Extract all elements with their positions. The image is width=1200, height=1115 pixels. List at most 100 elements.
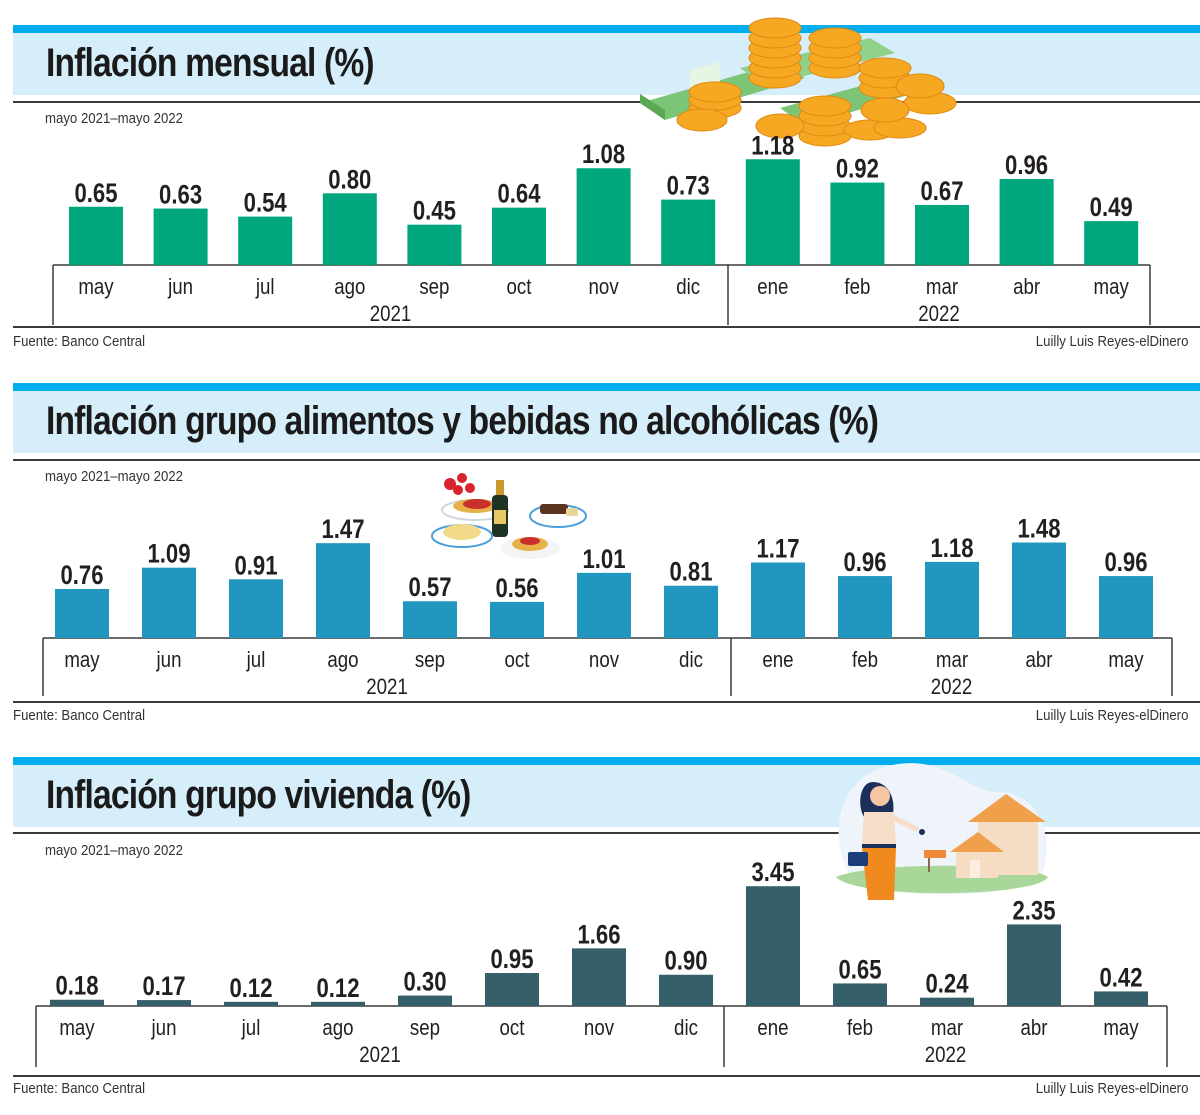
pasta-plate-icon — [441, 499, 509, 521]
chart-title: Inflación grupo vivienda (%) — [46, 773, 471, 817]
bar-dic — [659, 974, 713, 1006]
x-tick-label: jun — [167, 276, 193, 300]
x-tick-label: jul — [241, 1017, 261, 1041]
x-tick-label: oct — [500, 1017, 525, 1041]
x-tick-label: nov — [584, 1017, 615, 1041]
x-tick-label: may — [78, 276, 114, 300]
data-label: 1.18 — [930, 534, 973, 564]
bar-may — [69, 206, 123, 265]
x-tick-label: may — [1094, 276, 1130, 300]
bar-oct — [490, 601, 544, 638]
bar-jun — [137, 1000, 191, 1006]
x-tick-label: nov — [589, 649, 620, 673]
data-label: 0.57 — [408, 573, 451, 603]
data-label: 0.65 — [838, 955, 881, 985]
bar-sep — [398, 995, 452, 1006]
data-label: 0.54 — [244, 189, 287, 219]
data-label: 1.08 — [582, 140, 625, 170]
x-tick-label: abr — [1020, 1017, 1047, 1041]
chart-subtitle: mayo 2021–mayo 2022 — [45, 842, 183, 859]
bar-jul — [229, 579, 283, 638]
bar-nov — [572, 948, 626, 1006]
x-tick-label: oct — [507, 276, 532, 300]
title-rule — [13, 101, 1200, 103]
bar-abr — [1012, 542, 1066, 638]
x-tick-label: ene — [757, 276, 788, 300]
bar-chart-housing-inflation: 0.18 may 0.17 jun 0.12 jul 0.12 ago 0.30 sep 0.95 o… — [35, 858, 1168, 1068]
x-tick-label: ene — [757, 1017, 788, 1041]
bar-dic — [661, 199, 716, 265]
tomatoes-icon — [444, 473, 475, 495]
x-tick-label: dic — [676, 276, 700, 300]
x-tick-label: sep — [415, 649, 445, 673]
year-label: 2022 — [918, 303, 960, 327]
data-label: 0.42 — [1099, 963, 1142, 993]
x-tick-label: sep — [419, 276, 449, 300]
x-tick-label: may — [1103, 1017, 1139, 1041]
pasta-plate-icon — [431, 524, 493, 548]
bar-may — [1099, 576, 1153, 638]
title-rule — [13, 832, 1200, 834]
data-label: 0.63 — [159, 181, 202, 211]
year-label: 2022 — [925, 1044, 967, 1068]
data-label: 1.66 — [577, 920, 620, 950]
bar-jul — [224, 1001, 278, 1006]
x-tick-label: dic — [679, 649, 703, 673]
data-label: 0.96 — [1104, 548, 1147, 578]
bottom-rule — [13, 326, 1200, 328]
data-label: 0.49 — [1090, 193, 1133, 223]
bar-ene — [751, 562, 805, 638]
bottom-rule — [13, 1075, 1200, 1077]
source-note: Fuente: Banco Central — [13, 333, 146, 350]
x-tick-label: nov — [589, 276, 620, 300]
title-rule — [13, 459, 1200, 461]
x-tick-label: ago — [322, 1017, 353, 1041]
x-tick-label: mar — [926, 276, 958, 300]
bar-dic — [664, 585, 718, 638]
x-tick-label: mar — [936, 649, 968, 673]
x-tick-label: jul — [255, 276, 275, 300]
data-label: 0.24 — [925, 970, 968, 1000]
bar-jun — [153, 208, 208, 265]
bar-nov — [576, 168, 631, 265]
bar-sep — [407, 224, 462, 265]
woman-with-house-keys-illustration — [836, 763, 1048, 900]
x-tick-label: may — [64, 649, 100, 673]
data-label: 0.73 — [667, 172, 710, 202]
bar-nov — [577, 572, 631, 638]
bar-jul — [238, 216, 293, 265]
data-label: 2.35 — [1012, 896, 1055, 926]
data-label: 0.96 — [843, 548, 886, 578]
x-tick-label: dic — [674, 1017, 698, 1041]
x-tick-label: feb — [852, 649, 878, 673]
x-tick-label: ago — [334, 276, 365, 300]
x-tick-label: jul — [246, 649, 266, 673]
data-label: 0.30 — [403, 968, 446, 998]
title-bar: Inflación grupo alimentos y bebidas no a… — [13, 383, 1200, 453]
x-tick-label: oct — [505, 649, 530, 673]
x-tick-label: jun — [151, 1017, 177, 1041]
year-label: 2021 — [359, 1044, 401, 1068]
chart-title: Inflación mensual (%) — [46, 41, 375, 85]
bar-feb — [838, 576, 892, 638]
x-tick-label: may — [1108, 649, 1144, 673]
data-label: 0.80 — [328, 165, 371, 195]
data-label: 1.47 — [321, 515, 364, 545]
bar-sep — [403, 601, 457, 638]
pasta-plate-icon — [500, 537, 560, 559]
data-label: 0.12 — [229, 974, 272, 1004]
x-tick-label: abr — [1013, 276, 1040, 300]
title-bar: Inflación mensual (%) — [13, 25, 1200, 95]
coins-and-bills-illustration — [640, 17, 957, 147]
x-tick-label: feb — [844, 276, 870, 300]
bar-oct — [492, 207, 546, 265]
source-note: Fuente: Banco Central — [13, 707, 146, 724]
bar-abr — [1007, 924, 1061, 1006]
data-label: 0.92 — [836, 155, 879, 185]
bar-mar — [920, 997, 974, 1006]
chart-title: Inflación grupo alimentos y bebidas no a… — [46, 399, 879, 443]
data-label: 0.76 — [60, 561, 103, 591]
bar-ene — [746, 886, 800, 1006]
data-label: 0.12 — [316, 974, 359, 1004]
author-credit: Luilly Luis Reyes-elDinero — [1035, 707, 1188, 724]
